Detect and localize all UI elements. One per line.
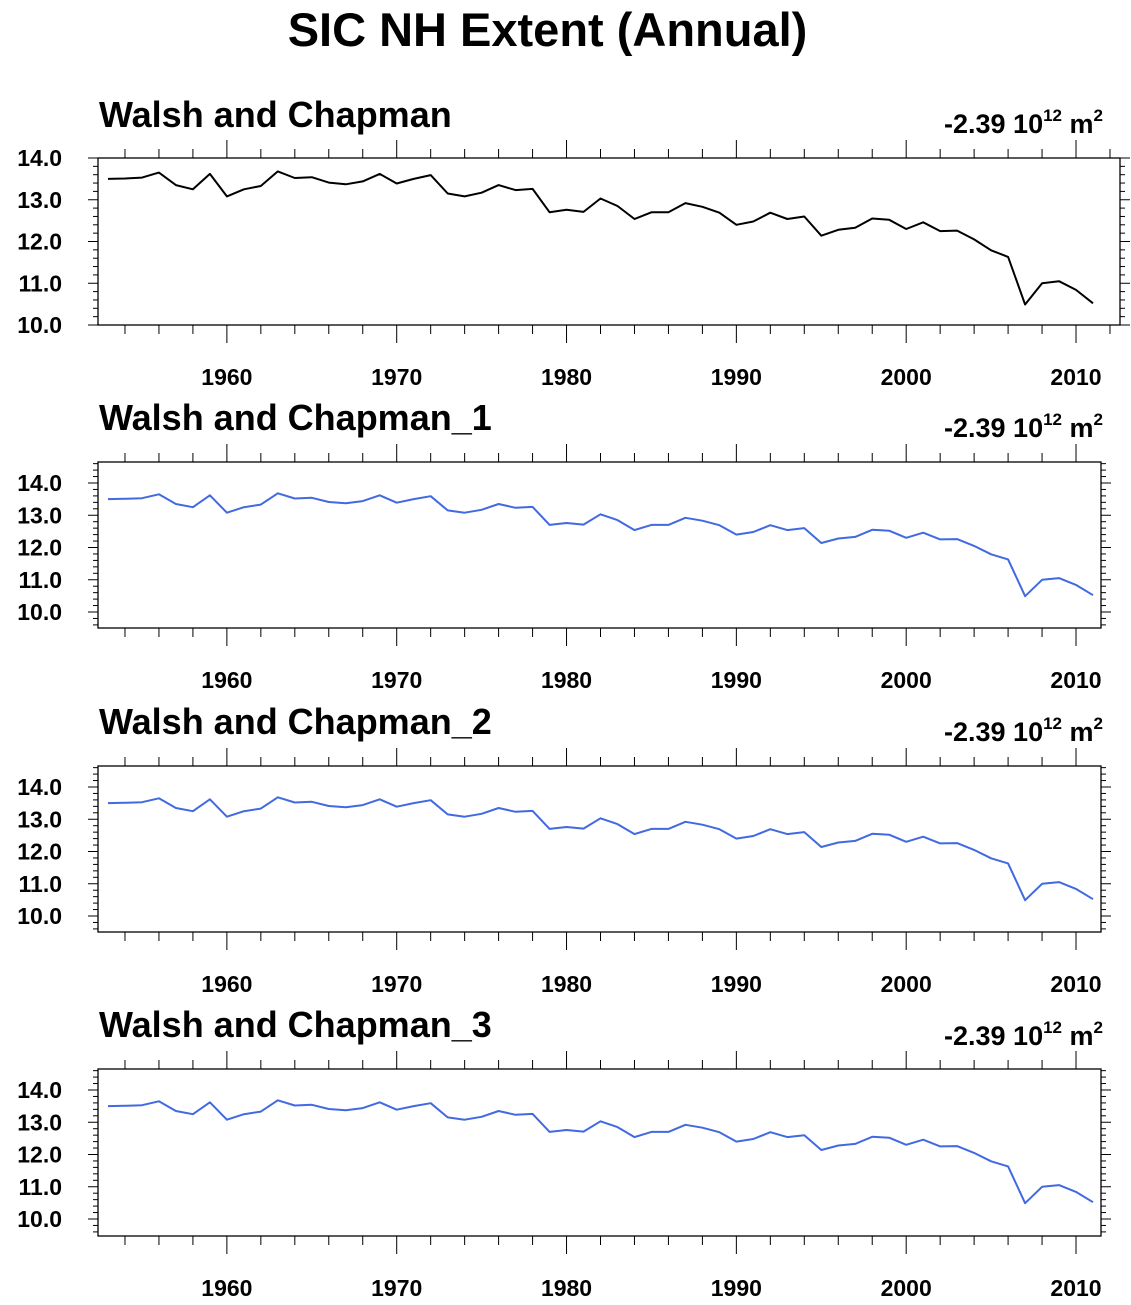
x-tick-label: 1960 bbox=[201, 364, 252, 390]
x-tick-label: 1960 bbox=[201, 1275, 252, 1301]
trend-exponent: 12 bbox=[1043, 410, 1062, 429]
y-tick-label: 13.0 bbox=[17, 187, 62, 213]
y-tick-label: 12.0 bbox=[17, 535, 62, 561]
trend-label: -2.39 1012 m2 bbox=[944, 1018, 1103, 1051]
x-tick-label: 1990 bbox=[711, 971, 762, 997]
series-line bbox=[107, 492, 1094, 598]
y-tick-label: 11.0 bbox=[19, 871, 63, 897]
plot-frame bbox=[97, 765, 1102, 933]
series-line bbox=[107, 796, 1094, 902]
x-tick-label: 2000 bbox=[881, 364, 932, 390]
plot-frame bbox=[97, 1068, 1102, 1237]
x-tick-label: 1970 bbox=[371, 364, 422, 390]
trend-value: -2.39 10 bbox=[944, 717, 1043, 747]
x-tick-label: 1990 bbox=[711, 667, 762, 693]
trend-unit-exponent: 2 bbox=[1094, 1018, 1103, 1037]
x-tick-label: 1980 bbox=[541, 364, 592, 390]
y-tick-label: 11.0 bbox=[19, 567, 63, 593]
trend-unit: m bbox=[1062, 717, 1094, 747]
trend-unit-exponent: 2 bbox=[1094, 410, 1103, 429]
y-tick-label: 10.0 bbox=[17, 312, 62, 338]
y-tick-label: 10.0 bbox=[17, 903, 62, 929]
x-tick-label: 2010 bbox=[1050, 971, 1101, 997]
y-tick-label: 14.0 bbox=[17, 774, 62, 800]
y-tick-label: 12.0 bbox=[17, 229, 62, 255]
y-tick-label: 14.0 bbox=[17, 470, 62, 496]
y-tick-label: 13.0 bbox=[17, 806, 62, 832]
panel-3: Walsh and Chapman_2 -2.39 1012 m2 10.0 11.0… bbox=[17, 701, 1111, 997]
x-tick-label: 1970 bbox=[371, 1275, 422, 1301]
panel-title: Walsh and Chapman_1 bbox=[99, 397, 492, 438]
y-tick-label: 14.0 bbox=[17, 1077, 62, 1103]
plot-frame bbox=[97, 461, 1102, 629]
trend-exponent: 12 bbox=[1043, 1018, 1062, 1037]
x-tick-label: 1980 bbox=[541, 667, 592, 693]
trend-exponent: 12 bbox=[1043, 714, 1062, 733]
x-tick-label: 2010 bbox=[1050, 667, 1101, 693]
panel-title: Walsh and Chapman_3 bbox=[99, 1004, 492, 1045]
x-tick-label: 2010 bbox=[1050, 1275, 1101, 1301]
y-tick-label: 12.0 bbox=[17, 1142, 62, 1168]
x-tick-label: 1960 bbox=[201, 667, 252, 693]
x-tick-label: 2000 bbox=[881, 667, 932, 693]
x-tick-label: 1960 bbox=[201, 971, 252, 997]
panel-title: Walsh and Chapman bbox=[99, 94, 452, 135]
y-tick-label: 13.0 bbox=[17, 1109, 62, 1135]
panel-4: Walsh and Chapman_3 -2.39 1012 m2 10.0 11.0… bbox=[17, 1004, 1111, 1301]
y-tick-label: 11.0 bbox=[19, 1174, 63, 1200]
trend-unit: m bbox=[1062, 109, 1094, 139]
trend-unit: m bbox=[1062, 1021, 1094, 1051]
x-tick-label: 1970 bbox=[371, 971, 422, 997]
series-line bbox=[107, 1099, 1094, 1205]
x-tick-label: 2000 bbox=[881, 1275, 932, 1301]
trend-value: -2.39 10 bbox=[944, 1021, 1043, 1051]
trend-value: -2.39 10 bbox=[944, 413, 1043, 443]
x-tick-label: 1990 bbox=[711, 364, 762, 390]
panel-1: Walsh and Chapman -2.39 1012 m2 10.0 11.0 12… bbox=[17, 94, 1130, 390]
trend-unit-exponent: 2 bbox=[1094, 106, 1103, 125]
trend-unit-exponent: 2 bbox=[1094, 714, 1103, 733]
y-tick-label: 10.0 bbox=[17, 599, 62, 625]
plot-frame bbox=[97, 157, 1121, 326]
main-title: SIC NH Extent (Annual) bbox=[287, 3, 808, 56]
trend-value: -2.39 10 bbox=[944, 109, 1043, 139]
y-tick-label: 10.0 bbox=[17, 1206, 62, 1232]
y-tick-label: 11.0 bbox=[19, 270, 63, 296]
x-tick-label: 1990 bbox=[711, 1275, 762, 1301]
trend-label: -2.39 1012 m2 bbox=[944, 410, 1103, 443]
x-tick-label: 2010 bbox=[1050, 364, 1101, 390]
x-tick-label: 2000 bbox=[881, 971, 932, 997]
trend-exponent: 12 bbox=[1043, 106, 1062, 125]
series-line bbox=[107, 170, 1094, 306]
y-tick-label: 12.0 bbox=[17, 839, 62, 865]
y-tick-label: 14.0 bbox=[17, 145, 62, 171]
x-tick-label: 1970 bbox=[371, 667, 422, 693]
panel-2: Walsh and Chapman_1 -2.39 1012 m2 10.0 11.0… bbox=[17, 397, 1111, 693]
y-tick-label: 13.0 bbox=[17, 502, 62, 528]
trend-label: -2.39 1012 m2 bbox=[944, 714, 1103, 747]
x-tick-label: 1980 bbox=[541, 1275, 592, 1301]
panel-title: Walsh and Chapman_2 bbox=[99, 701, 492, 742]
x-tick-label: 1980 bbox=[541, 971, 592, 997]
trend-unit: m bbox=[1062, 413, 1094, 443]
trend-label: -2.39 1012 m2 bbox=[944, 106, 1103, 139]
